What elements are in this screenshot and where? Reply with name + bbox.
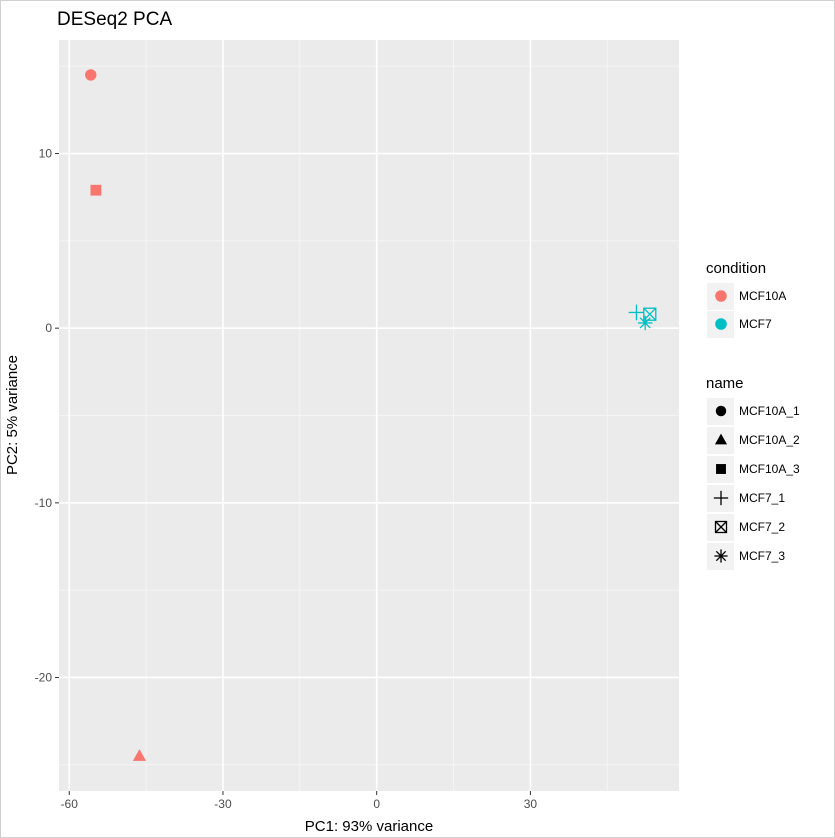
legend-label-mcf7-1: MCF7_1: [739, 491, 785, 505]
data-points: [85, 69, 657, 761]
legend-key-mcf7-2: [714, 520, 728, 534]
point-mcf7-3: [637, 315, 653, 331]
grid-major: [59, 40, 679, 791]
legend-key-mcf7-3: [714, 549, 728, 563]
y-tick-label: 0: [45, 321, 52, 335]
y-tick-label: -10: [35, 496, 53, 510]
x-tick-label: -30: [214, 797, 232, 811]
chart-title: DESeq2 PCA: [57, 9, 172, 30]
legend-key-mcf10a-2: [714, 433, 728, 445]
axis-ticks: -60 -30 0 30 10 0 -10 -20: [35, 147, 538, 811]
legend-condition-title: condition: [706, 260, 766, 277]
y-axis-title: PC2: 5% variance: [4, 355, 21, 475]
legend-key-mcf7: [715, 318, 727, 330]
x-axis-title: PC1: 93% variance: [305, 818, 433, 835]
x-tick-label: -60: [61, 797, 79, 811]
legend-name-title: name: [706, 375, 744, 392]
legend-key-mcf10a-1: [715, 405, 727, 417]
legend-label-mcf10a-3: MCF10A_3: [739, 462, 800, 476]
legend-label-mcf7-3: MCF7_3: [739, 549, 785, 563]
legend-condition: MCF10A MCF7: [707, 283, 786, 338]
y-tick-label: -20: [35, 670, 53, 684]
legend-key-mcf7-1: [713, 490, 729, 506]
point-mcf7-1: [628, 304, 645, 321]
legend-key-mcf10a: [715, 290, 727, 302]
legend-label-mcf7-2: MCF7_2: [739, 520, 785, 534]
legend-label-mcf10a-1: MCF10A_1: [739, 404, 800, 418]
x-tick-label: 30: [524, 797, 538, 811]
legend-label-mcf10a-2: MCF10A_2: [739, 433, 800, 447]
grid-minor: [59, 40, 679, 791]
y-tick-label: 10: [39, 147, 53, 161]
legend-label-mcf7: MCF7: [739, 317, 772, 331]
legend-label-mcf10a: MCF10A: [739, 289, 786, 303]
point-mcf10a-1: [85, 69, 97, 81]
point-mcf10a-3: [90, 184, 102, 196]
legend-key-mcf10a-3: [716, 464, 726, 474]
point-mcf10a-2: [132, 749, 147, 761]
x-tick-label: 0: [373, 797, 380, 811]
legend-name: MCF10A_1 MCF10A_2 MCF10A_3 MCF7_1 MCF7_2 MCF7…: [707, 398, 800, 570]
